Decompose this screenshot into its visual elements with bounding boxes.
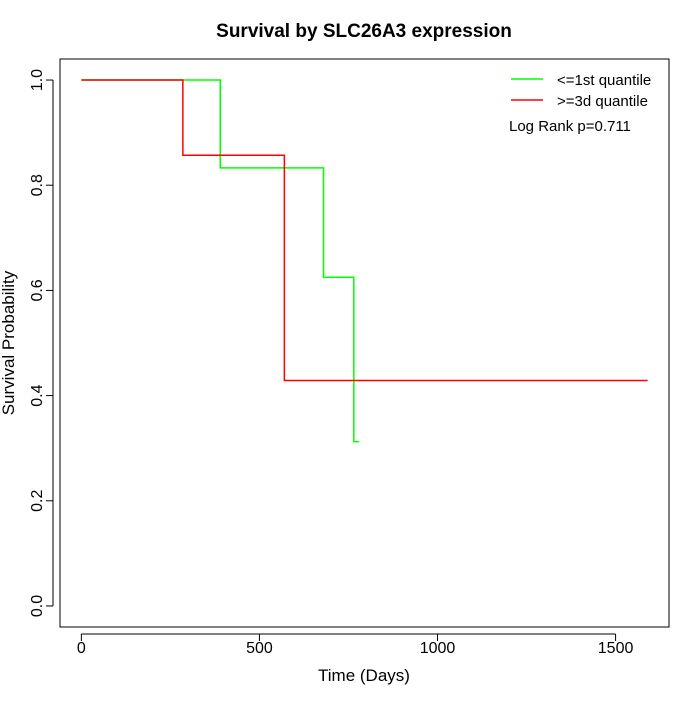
y-axis: 0.0 0.2 0.4 0.6 0.8 1.0 (29, 69, 54, 617)
chart-title: Survival by SLC26A3 expression (216, 21, 512, 42)
series-line-high-quantile (81, 79, 648, 382)
x-axis-label: Time (Days) (318, 666, 410, 685)
x-tick-label: 1000 (420, 640, 456, 657)
x-tick-label: 0 (77, 640, 86, 657)
y-tick-label: 1.0 (29, 69, 46, 91)
y-tick-label: 0.6 (29, 279, 46, 301)
legend: <=1st quantile >=3d quantile (511, 72, 651, 110)
legend-label: <=1st quantile (557, 72, 651, 89)
y-tick-label: 0.2 (29, 490, 46, 512)
y-axis-label: Survival Probability (0, 270, 18, 415)
plot-frame (59, 58, 670, 628)
y-tick-label: 0.4 (29, 384, 46, 406)
legend-label: >=3d quantile (557, 93, 648, 110)
x-tick-label: 500 (246, 640, 273, 657)
series-layer (81, 79, 648, 443)
series-line-low-quantile (81, 79, 360, 443)
y-tick-label: 0.0 (29, 595, 46, 617)
x-tick-label: 1500 (598, 640, 634, 657)
log-rank-annotation: Log Rank p=0.711 (509, 118, 631, 135)
x-axis: 0 500 1000 1500 (77, 633, 634, 657)
y-tick-label: 0.8 (29, 174, 46, 196)
